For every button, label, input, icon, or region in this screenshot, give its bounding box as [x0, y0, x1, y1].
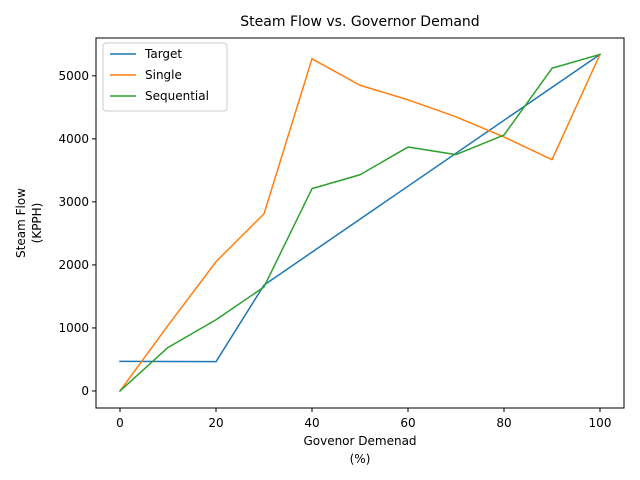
- plot-area: [118, 53, 602, 393]
- y-tick-label: 5000: [58, 69, 89, 83]
- y-tick-label: 0: [81, 384, 89, 398]
- x-tick-label: 100: [589, 416, 612, 430]
- y-tick-label: 2000: [58, 258, 89, 272]
- x-axis-label: Govenor Demenad: [303, 434, 416, 448]
- axes-frame: [95, 37, 625, 409]
- y-axis-unit: (KPPH): [30, 203, 44, 244]
- x-tick-label: 40: [304, 416, 319, 430]
- y-tick-label: 3000: [58, 195, 89, 209]
- x-tick-label: 20: [208, 416, 223, 430]
- x-tick-label: 60: [400, 416, 415, 430]
- y-tick-label: 1000: [58, 321, 89, 335]
- x-axis: 0 20 40 60 80 100: [116, 408, 611, 430]
- series-line-target: [119, 53, 602, 363]
- legend-label: Sequential: [145, 89, 209, 103]
- series-line-sequential: [118, 53, 601, 393]
- legend-label: Target: [144, 47, 182, 61]
- y-axis: 0 1000 2000 3000 4000 5000: [58, 69, 96, 398]
- legend-label: Single: [145, 68, 182, 82]
- legend-box: [102, 42, 228, 112]
- chart-title: Steam Flow vs. Governor Demand: [240, 14, 479, 30]
- x-axis-unit: (%): [350, 452, 371, 466]
- x-tick-label: 0: [116, 416, 124, 430]
- series-line-single: [118, 53, 601, 393]
- legend: Target Single Sequential: [102, 42, 228, 112]
- x-tick-label: 80: [496, 416, 511, 430]
- y-axis-label: Steam Flow: [14, 188, 28, 258]
- y-tick-label: 4000: [58, 132, 89, 146]
